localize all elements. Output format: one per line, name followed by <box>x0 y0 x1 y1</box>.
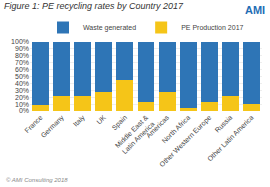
svg-text:France: France <box>23 114 43 134</box>
svg-text:60%: 60% <box>15 66 29 73</box>
svg-text:50%: 50% <box>15 73 29 80</box>
svg-text:Other Western Europe: Other Western Europe <box>158 114 213 169</box>
svg-text:40%: 40% <box>15 80 29 87</box>
svg-text:30%: 30% <box>15 87 29 94</box>
svg-text:Middle East &Latin America: Middle East &Latin America <box>114 113 156 155</box>
svg-text:Germany: Germany <box>40 113 66 139</box>
svg-text:AMI: AMI <box>245 4 265 16</box>
svg-text:100%: 100% <box>11 38 29 45</box>
svg-text:70%: 70% <box>15 59 29 66</box>
svg-text:10%: 10% <box>15 101 29 108</box>
svg-text:80%: 80% <box>15 52 29 59</box>
svg-text:20%: 20% <box>15 94 29 101</box>
svg-text:Figure 1: PE recycling rates b: Figure 1: PE recycling rates by Country … <box>4 1 184 11</box>
svg-text:Italy: Italy <box>72 113 87 128</box>
svg-text:Waste generated: Waste generated <box>83 24 136 32</box>
svg-text:90%: 90% <box>15 45 29 52</box>
svg-text:Americas: Americas <box>145 113 171 139</box>
svg-text:North Africa: North Africa <box>161 114 192 145</box>
svg-text:Spain: Spain <box>110 114 128 132</box>
svg-text:Russia: Russia <box>213 114 233 134</box>
svg-text:PE Production 2017: PE Production 2017 <box>181 24 243 31</box>
svg-text:© AMI Consulting 2018: © AMI Consulting 2018 <box>6 177 68 183</box>
svg-text:UK: UK <box>95 114 107 126</box>
svg-text:0%: 0% <box>19 107 29 114</box>
svg-text:Other Latin America: Other Latin America <box>206 114 255 163</box>
